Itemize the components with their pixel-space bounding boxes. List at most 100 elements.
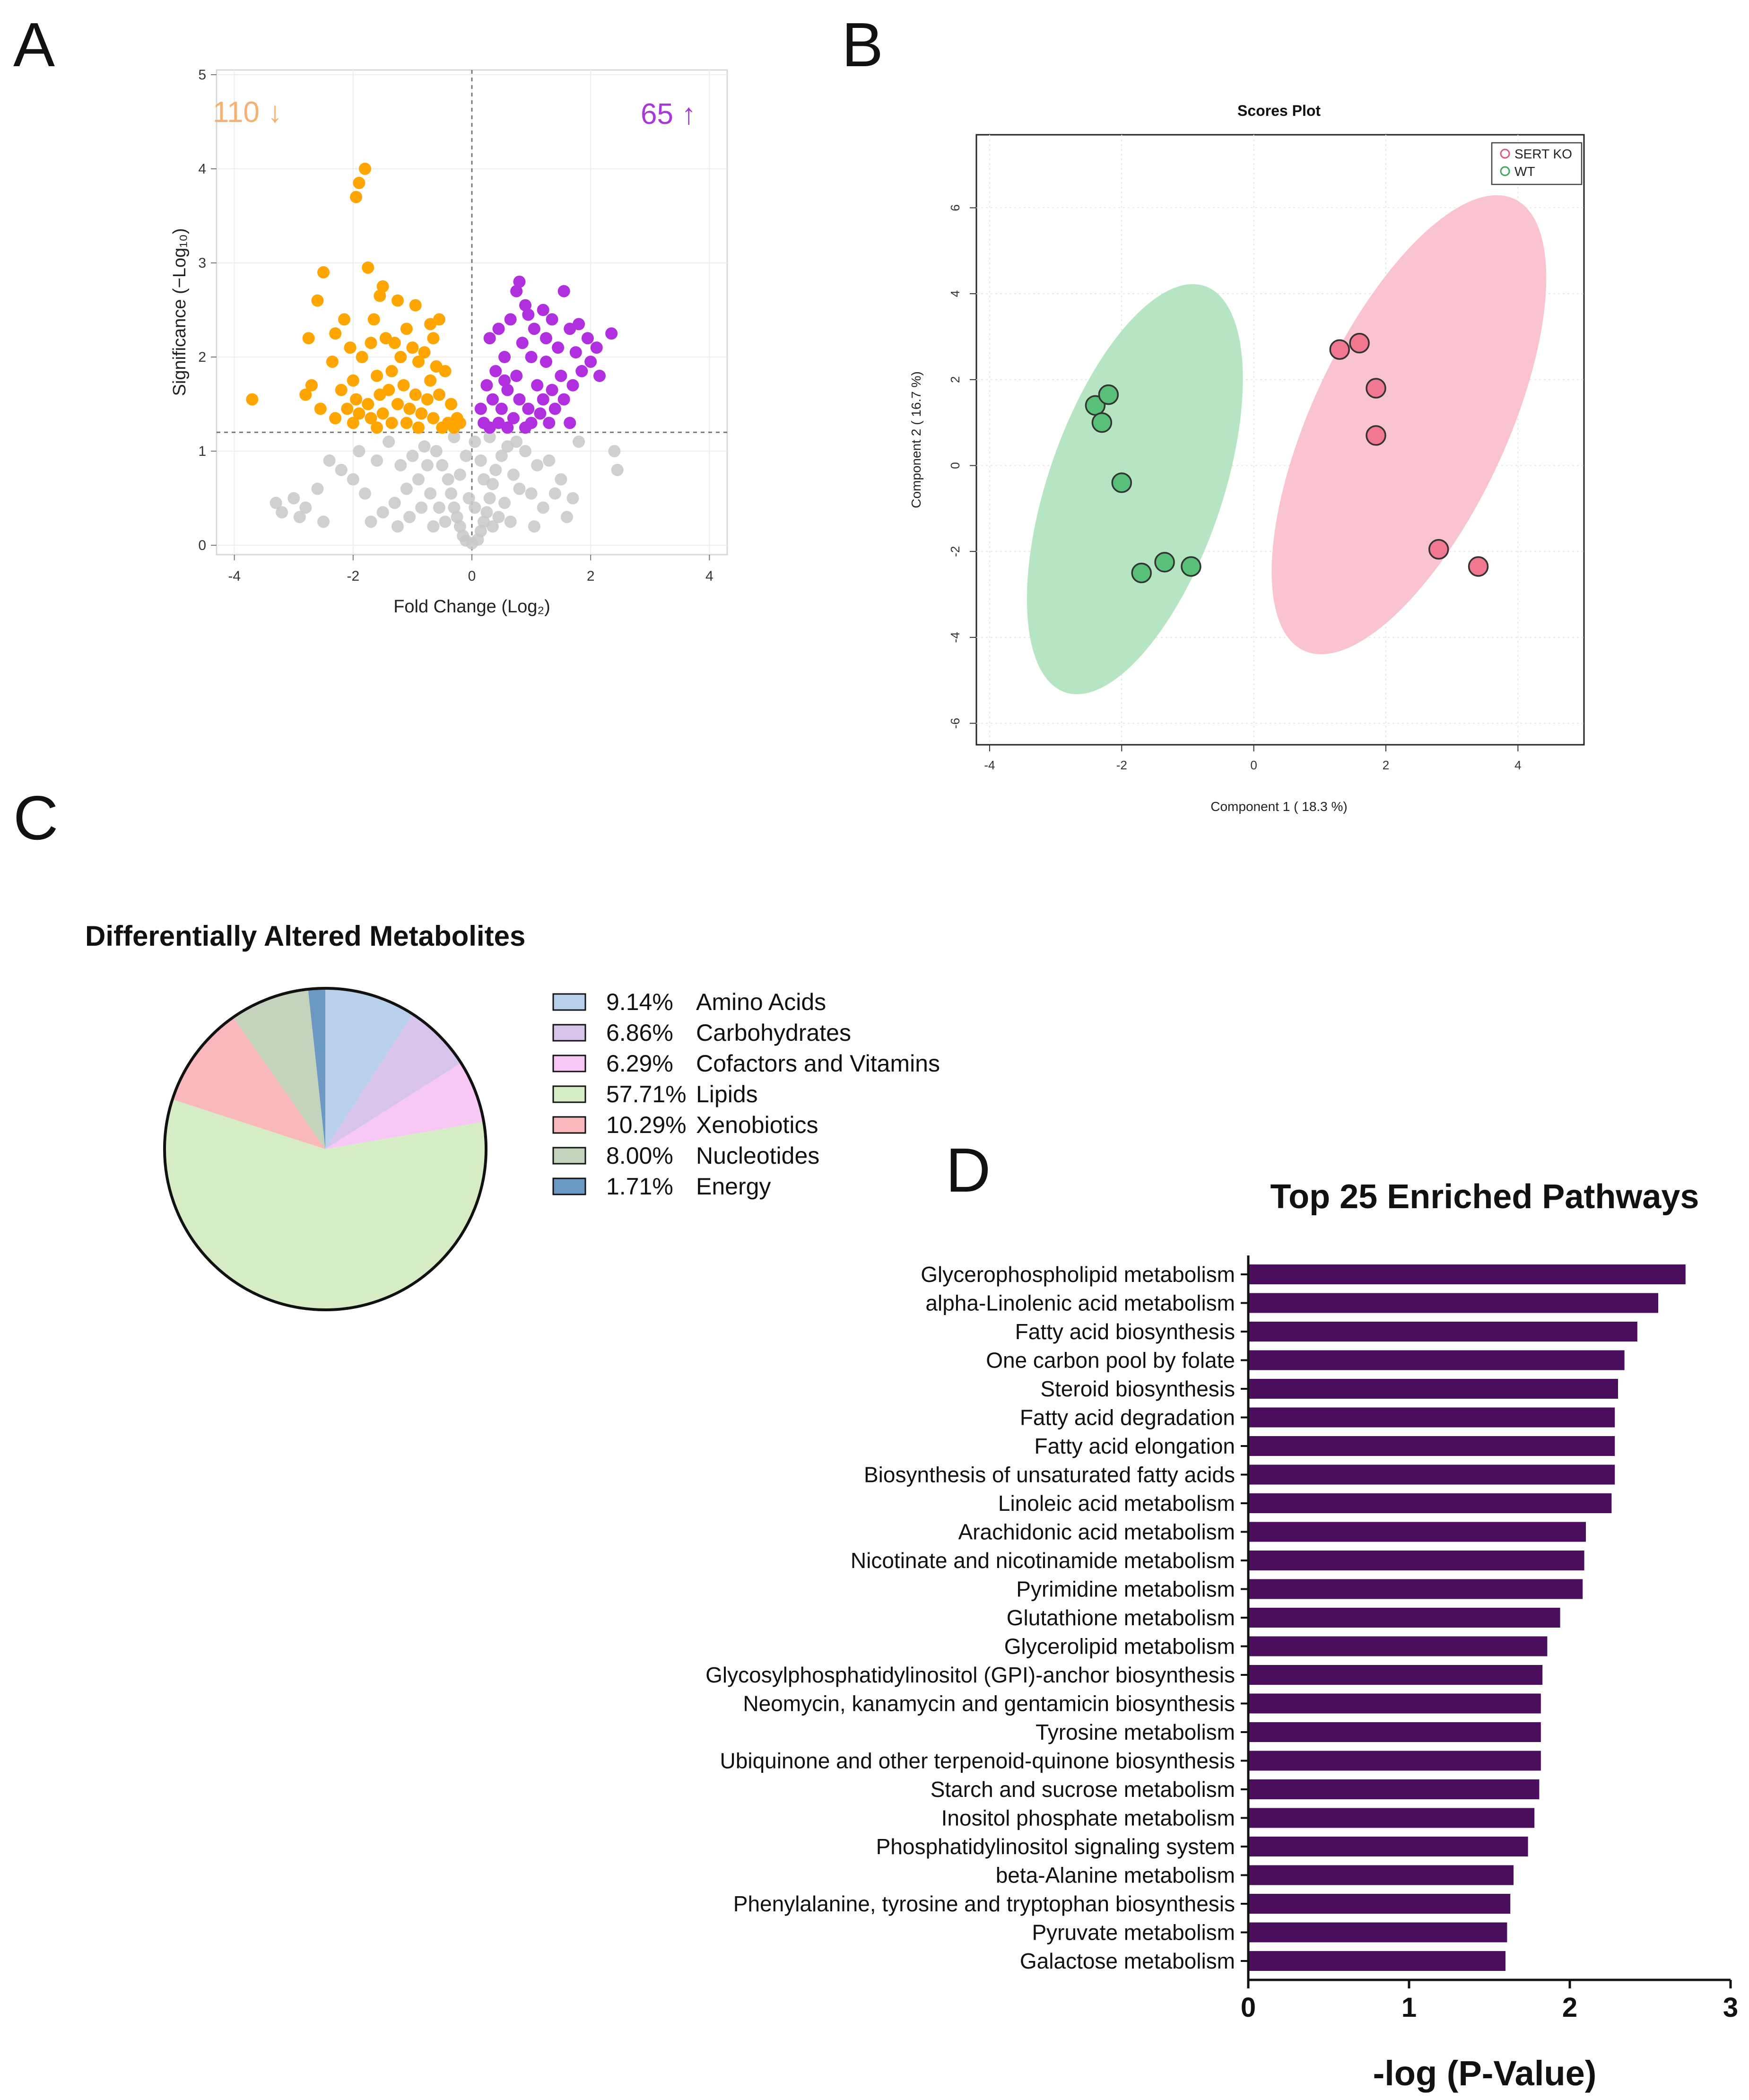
pie-legend-label: Xenobiotics — [696, 1112, 818, 1138]
scores-point-sert-ko — [1329, 339, 1350, 360]
pie-legend-percent: 6.29% — [606, 1050, 673, 1077]
scores-y-tick-label: 0 — [948, 462, 962, 469]
pathway-bar — [1248, 1264, 1686, 1284]
pathway-category-label: Fatty acid degradation — [1020, 1405, 1235, 1430]
volcano-point-ns — [433, 501, 445, 514]
volcano-point-ns — [317, 515, 330, 528]
volcano-point-up — [605, 327, 618, 340]
pie-legend-label: Energy — [696, 1173, 771, 1200]
pathway-x-tick-label: 1 — [1401, 1992, 1417, 2023]
scores-x-tick-label: -2 — [1116, 758, 1127, 772]
pie-legend-label: Carbohydrates — [696, 1020, 851, 1046]
pie-legend-swatch — [552, 1085, 586, 1103]
volcano-point-up — [543, 417, 556, 429]
volcano-point-up — [584, 355, 597, 368]
pathway-category-label: Arachidonic acid metabolism — [958, 1520, 1236, 1544]
scores-point-wt — [1091, 412, 1113, 433]
volcano-point-down — [356, 351, 368, 364]
volcano-point-up — [513, 275, 526, 288]
volcano-point-up — [555, 369, 567, 382]
volcano-point-up — [474, 402, 487, 415]
volcano-point-down — [362, 261, 374, 274]
volcano-point-ns — [365, 515, 377, 528]
scores-point-wt — [1131, 562, 1152, 584]
volcano-point-down — [415, 407, 428, 420]
scores-point-sert-ko — [1468, 556, 1489, 577]
volcano-y-tick-label: 5 — [198, 67, 206, 83]
volcano-point-up — [539, 355, 552, 368]
volcano-point-up — [564, 417, 576, 429]
volcano-x-axis-label: Fold Change (Log₂) — [393, 597, 550, 617]
pathway-bar — [1248, 1293, 1658, 1313]
volcano-point-ns — [287, 492, 300, 505]
pathway-bar — [1248, 1407, 1615, 1428]
volcano-point-down — [376, 280, 389, 293]
pathway-bar — [1248, 1951, 1505, 1971]
volcano-x-tick-label: -2 — [347, 568, 359, 584]
volcano-point-down — [326, 355, 339, 368]
scores-y-axis-label: Component 2 ( 16.7 %) — [909, 371, 923, 508]
down-count-annotation: 110 ↓ — [213, 96, 282, 129]
volcano-plot: -4 -2 0 2 4 0 1 2 3 4 5 110 ↓ 65 ↑ Fold Change (Lo… — [170, 67, 728, 617]
volcano-point-up — [519, 421, 532, 434]
pathway-bar — [1248, 1322, 1637, 1342]
volcano-point-ns — [388, 497, 401, 509]
volcano-point-down — [392, 294, 404, 307]
volcano-point-up — [557, 393, 570, 406]
volcano-point-up — [483, 421, 496, 434]
volcano-point-ns — [513, 482, 526, 495]
panel-label-b: B — [842, 10, 883, 79]
pathway-category-label: Phenylalanine, tyrosine and tryptophan b… — [733, 1891, 1235, 1916]
legend-marker-sert-ko — [1500, 148, 1510, 159]
volcano-point-ns — [453, 468, 466, 481]
volcano-x-tick-label: -4 — [228, 568, 241, 584]
volcano-point-ns — [439, 515, 452, 528]
pathway-bar — [1248, 1693, 1541, 1714]
pathway-category-label: Fatty acid elongation — [1035, 1434, 1236, 1458]
pie-legend-percent: 10.29% — [606, 1112, 687, 1138]
volcano-point-ns — [392, 520, 404, 533]
volcano-point-up — [486, 393, 499, 406]
volcano-point-ns — [519, 445, 532, 458]
scores-point-wt — [1181, 556, 1201, 577]
pathway-category-label: Steroid biosynthesis — [1040, 1377, 1235, 1401]
volcano-point-down — [439, 365, 452, 377]
pathway-x-tick-label: 0 — [1241, 1992, 1256, 2023]
pie-legend-percent: 6.86% — [606, 1020, 673, 1046]
volcano-point-down — [397, 379, 410, 392]
confidence-ellipse-wt — [1027, 284, 1243, 695]
volcano-point-ns — [478, 473, 490, 486]
volcano-point-down — [302, 332, 315, 345]
volcano-point-up — [507, 412, 520, 425]
volcano-point-down — [353, 176, 365, 189]
scores-plot-title: Scores Plot — [1237, 102, 1321, 119]
volcano-point-down — [374, 289, 386, 302]
volcano-point-ns — [608, 445, 621, 458]
volcano-point-down — [421, 393, 434, 406]
volcano-point-down — [371, 421, 383, 434]
pie-legend-percent: 8.00% — [606, 1142, 673, 1169]
pie-legend-swatch — [552, 1024, 586, 1042]
volcano-point-down — [412, 421, 425, 434]
volcano-point-ns — [424, 487, 437, 500]
legend-label-wt: WT — [1514, 164, 1535, 179]
volcano-point-up — [519, 299, 532, 312]
volcano-point-up — [480, 379, 493, 392]
volcano-point-down — [350, 393, 363, 406]
volcano-point-down — [409, 388, 422, 401]
volcano-point-ns — [486, 520, 499, 533]
volcano-point-ns — [543, 454, 556, 467]
pathway-category-label: Pyrimidine metabolism — [1016, 1577, 1235, 1602]
volcano-point-ns — [376, 506, 389, 519]
volcano-point-ns — [525, 487, 538, 500]
scores-plot: Scores Plot -4 -2 0 2 4 -6 -4 -2 0 2 4 6 SERT KO WT… — [909, 102, 1585, 814]
volcano-point-up — [498, 351, 511, 364]
volcano-point-ns — [510, 436, 523, 448]
volcano-point-ns — [430, 445, 443, 458]
volcano-point-ns — [448, 501, 461, 514]
volcano-point-down — [329, 327, 342, 340]
volcano-point-up — [495, 402, 508, 415]
scores-x-axis-label: Component 1 ( 18.3 %) — [1210, 799, 1348, 814]
panel-label-d: D — [946, 1135, 991, 1205]
